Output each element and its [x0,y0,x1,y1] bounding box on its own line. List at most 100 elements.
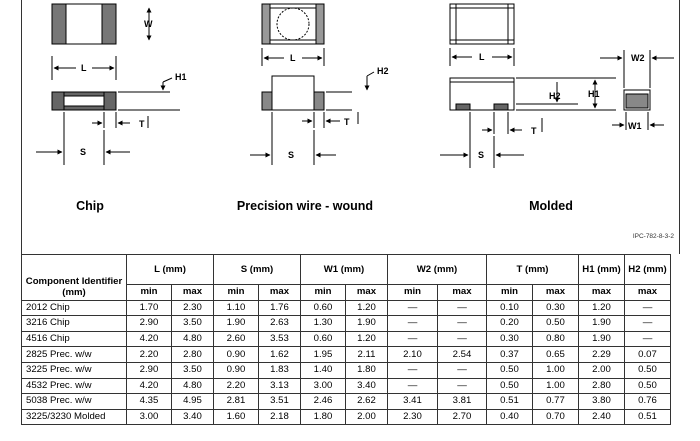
ww-t-label: T [344,117,350,127]
table-row: 2825 Prec. w/w 2.20 2.80 0.90 1.62 1.95 2.11 2.… [21,346,671,363]
value-cell: 0.60 [300,299,346,317]
value-cell: 0.77 [532,393,579,410]
component-name-cell: 2012 Chip [21,299,127,317]
subheader-cell: max [578,284,625,301]
value-cell: 1.60 [213,408,259,426]
value-cell: 0.20 [486,315,533,332]
value-cell: — [437,361,487,379]
chip-t-label: T [139,119,145,129]
value-cell: 2.90 [126,315,172,332]
component-name-cell: 4516 Chip [21,330,127,348]
chip-s-label: S [80,147,86,157]
value-cell: — [387,361,438,379]
subheader-cell: min [213,284,259,301]
value-cell: — [387,299,438,317]
value-cell: 4.20 [126,330,172,348]
value-cell: 0.50 [486,377,533,395]
molded-s-label: S [478,150,484,160]
value-cell: 3.40 [171,408,214,426]
value-cell: 0.30 [486,330,533,348]
value-cell: 2.29 [578,346,625,363]
value-cell: 3.40 [345,377,388,395]
value-cell: 4.35 [126,393,172,410]
value-cell: 1.00 [532,361,579,379]
group-header: H2 (mm) [624,254,671,285]
value-cell: 3.41 [387,393,438,410]
value-cell: 1.00 [532,377,579,395]
component-name-cell: 3225 Prec. w/w [21,361,127,379]
component-header: Component Identifier (mm) [21,254,127,301]
value-cell: 1.80 [345,361,388,379]
value-cell: — [437,299,487,317]
dimension-labels: W L H1 T S L H2 T S L H2 H1 T S W2 W1 [80,19,645,160]
value-cell: 3.51 [258,393,301,410]
value-cell: 0.80 [532,330,579,348]
group-header: W1 (mm) [300,254,388,285]
subheader-cell: max [437,284,487,301]
value-cell: — [437,315,487,332]
molded-h1-label: H1 [588,89,600,99]
value-cell: — [624,330,671,348]
molded-w2-label: W2 [631,53,645,63]
value-cell: 0.51 [624,408,671,426]
value-cell: — [437,377,487,395]
table-row: 2012 Chip 1.70 2.30 1.10 1.76 0.60 1.20— —0.10 0… [21,299,671,317]
group-header: W2 (mm) [387,254,487,285]
subheader-cell: min [300,284,346,301]
chip-drawing [36,3,180,165]
value-cell: 0.65 [532,346,579,363]
value-cell: 2.11 [345,346,388,363]
value-cell: 1.80 [300,408,346,426]
value-cell: 3.81 [437,393,487,410]
table-row: 5038 Prec. w/w 4.35 4.95 2.81 3.51 2.46 2.62 3.… [21,393,671,410]
table-row: 3216 Chip 2.90 3.50 1.90 2.63 1.30 1.90— —0.20 0… [21,315,671,332]
value-cell: 4.80 [171,330,214,348]
value-cell: 2.30 [387,408,438,426]
group-header: H1 (mm) [578,254,625,285]
component-drawings: W L H1 T S L H2 T S L H2 H1 T S W2 W1 Ch… [36,3,674,213]
component-name-cell: 5038 Prec. w/w [21,393,127,410]
value-cell: 1.90 [578,315,625,332]
value-cell: 2.70 [437,408,487,426]
value-cell: 0.76 [624,393,671,410]
caption-molded: Molded [529,199,573,213]
value-cell: 2.00 [345,408,388,426]
value-cell: 0.30 [532,299,579,317]
molded-w1-label: W1 [628,121,642,131]
value-cell: 1.70 [126,299,172,317]
value-cell: 3.80 [578,393,625,410]
table-header-row: Component Identifier (mm) L (mm) S (mm) … [21,254,671,301]
value-cell: 2.80 [171,346,214,363]
value-cell: 2.81 [213,393,259,410]
subheader-cell: max [532,284,579,301]
component-name-cell: 4532 Prec. w/w [21,377,127,395]
value-cell: 2.10 [387,346,438,363]
value-cell: — [624,299,671,317]
value-cell: 1.83 [258,361,301,379]
table-subheader-row: min max min max min max min max min max max max [22,284,671,301]
subheader-cell: min [486,284,533,301]
value-cell: 1.90 [578,330,625,348]
value-cell: — [387,377,438,395]
value-cell: 1.40 [300,361,346,379]
table-row: 4516 Chip 4.20 4.80 2.60 3.53 0.60 1.20— —0.30 0… [21,330,671,348]
molded-t-label: T [531,126,537,136]
molded-l-label: L [479,52,485,62]
value-cell: 1.20 [578,299,625,317]
value-cell: 2.46 [300,393,346,410]
value-cell: 0.90 [213,346,259,363]
table-row: 3225 Prec. w/w 2.90 3.50 0.90 1.83 1.40 1.80— —… [21,361,671,379]
value-cell: 0.10 [486,299,533,317]
value-cell: — [387,315,438,332]
group-header: S (mm) [213,254,301,285]
figure-reference: IPC-782-8-3-2 [632,233,674,240]
value-cell: 0.70 [532,408,579,426]
value-cell: 3.50 [171,361,214,379]
value-cell: 2.80 [578,377,625,395]
subheader-cell: min [387,284,438,301]
value-cell: 3.53 [258,330,301,348]
value-cell: 3.50 [171,315,214,332]
component-name-cell: 3216 Chip [21,315,127,332]
subheader-cell: max [171,284,214,301]
group-header: L (mm) [126,254,214,285]
